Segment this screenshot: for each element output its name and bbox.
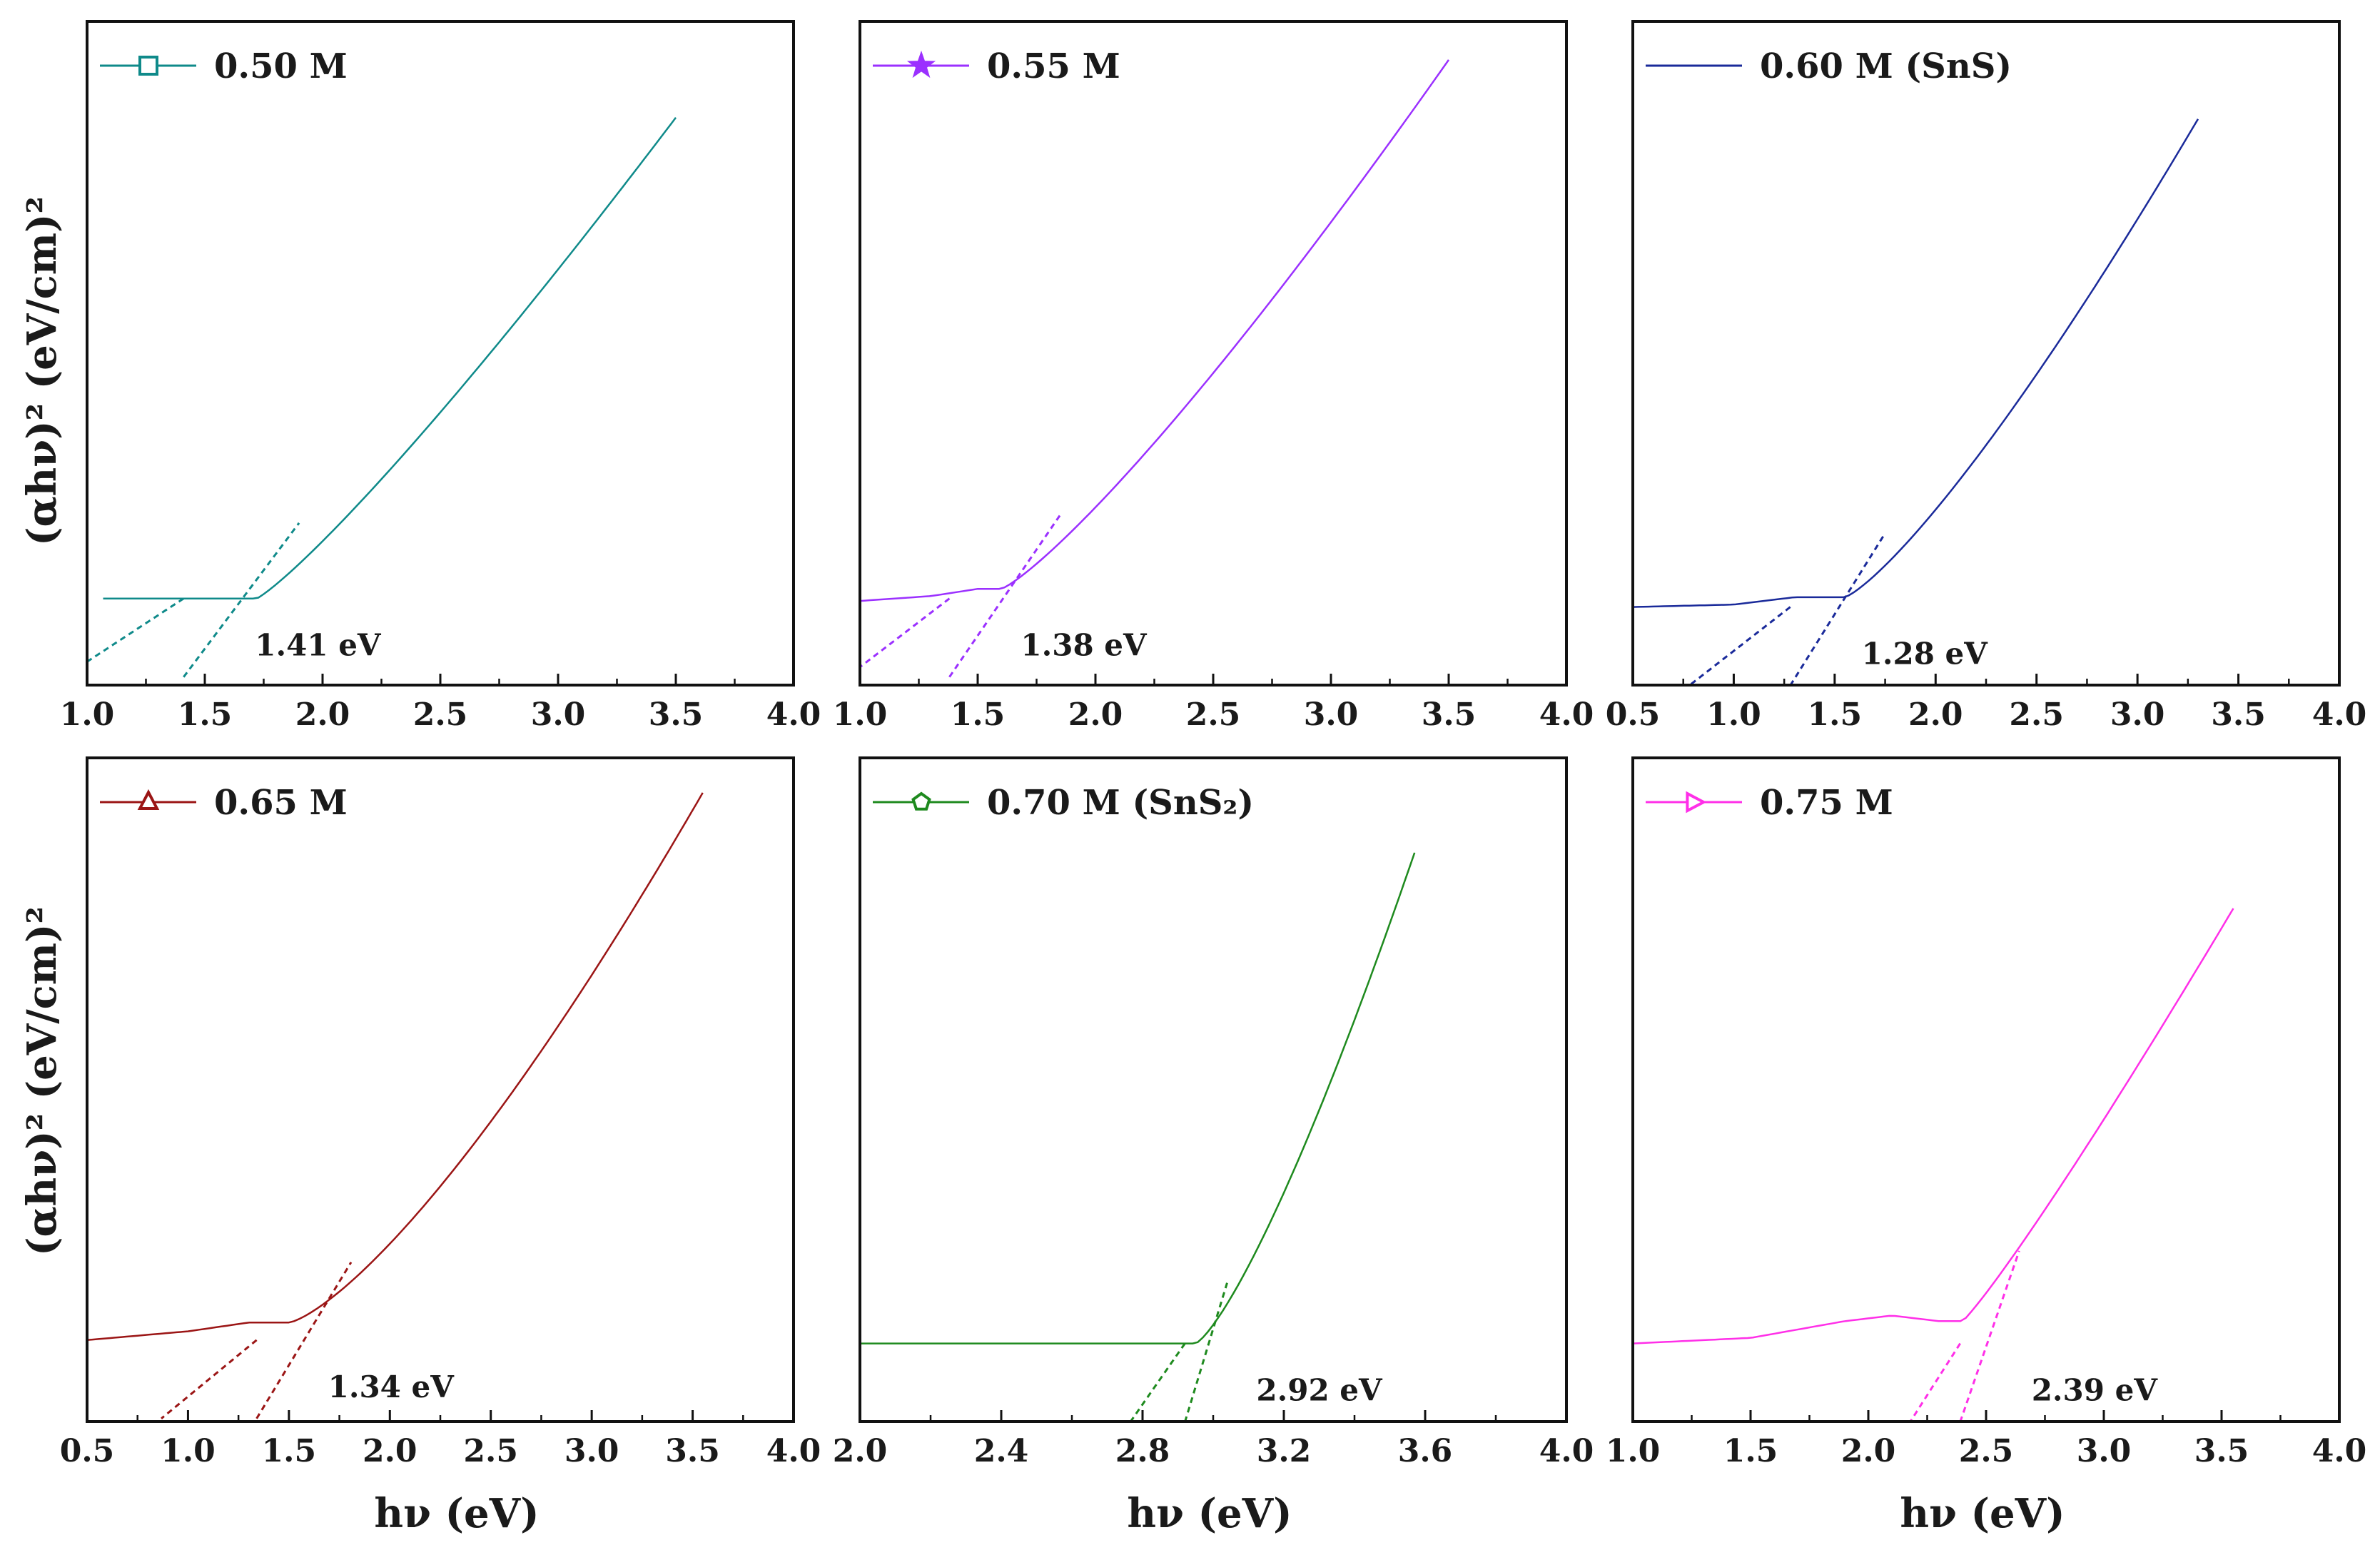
x-tick-label-1-5: 3.5 <box>649 697 704 733</box>
x-tick-label-3-4: 2.5 <box>2009 697 2064 733</box>
x-tick-label-5-0: 2.0 <box>833 1433 888 1469</box>
x-tick-label-4-4: 2.5 <box>463 1433 518 1469</box>
x-tick-label-2-4: 3.0 <box>1304 697 1359 733</box>
xlabel-panel-6: hν (eV) <box>1900 1490 2065 1537</box>
x-tick-label-3-2: 1.5 <box>1808 697 1863 733</box>
chart-panel-5: 2.0 2.4 2.8 3.2 3.6 4.0 0.70 M (SnS₂) 2.92 eV <box>833 756 1594 1469</box>
series-line-3 <box>1633 118 2199 608</box>
legend-marker-6 <box>1686 791 1707 814</box>
x-tick-label-1-1: 1.5 <box>178 697 233 733</box>
x-tick-label-3-6: 3.5 <box>2211 697 2266 733</box>
extrapolation-tail-1 <box>87 597 185 664</box>
chart-panel-2: 1.0 1.5 2.0 2.5 3.0 3.5 4.0 0.55 M 1.38 eV <box>833 20 1594 733</box>
ylabel-top-row: (αhν)² (eV/cm)² <box>19 196 66 546</box>
xlabel-panel-4: hν (eV) <box>374 1490 539 1537</box>
x-tick-label-1-3: 2.5 <box>413 697 468 733</box>
chart-panel-1: 1.0 1.5 2.0 2.5 3.0 3.5 4.0 0.50 M 1.41 eV <box>60 20 821 733</box>
x-tick-label-4-2: 1.5 <box>262 1433 317 1469</box>
bandgap-label-1: 1.41 eV <box>255 628 382 663</box>
xlabel-panel-5: hν (eV) <box>1127 1490 1292 1537</box>
x-tick-label-1-4: 3.0 <box>531 697 586 733</box>
legend-marker-1 <box>138 56 158 76</box>
series-line-4 <box>87 792 704 1342</box>
legend-label-2: 0.55 M <box>987 46 1120 86</box>
series-line-6 <box>1633 908 2234 1344</box>
x-tick-label-3-5: 3.0 <box>2110 697 2165 733</box>
extrapolation-line-2 <box>948 511 1063 678</box>
bandgap-label-5: 2.92 eV <box>1256 1373 1383 1408</box>
bandgap-label-3: 1.28 eV <box>1862 637 1989 672</box>
legend-label-5: 0.70 M (SnS₂) <box>987 783 1254 823</box>
x-tick-label-5-2: 2.8 <box>1115 1433 1170 1469</box>
legend-marker-2 <box>906 50 936 78</box>
x-tick-label-1-6: 4.0 <box>766 697 821 733</box>
legend-label-4: 0.65 M <box>214 783 348 823</box>
x-tick-label-5-1: 2.4 <box>974 1433 1029 1469</box>
x-tick-label-5-5: 4.0 <box>1539 1433 1594 1469</box>
legend-label-1: 0.50 M <box>214 46 348 86</box>
legend-marker-5 <box>911 791 931 811</box>
x-tick-label-6-0: 1.0 <box>1606 1433 1661 1469</box>
extrapolation-tail-3 <box>1688 606 1791 685</box>
series-line-2 <box>860 59 1450 602</box>
series-line-5 <box>860 852 1416 1344</box>
x-tick-label-6-6: 4.0 <box>2312 1433 2367 1469</box>
bandgap-label-4: 1.34 eV <box>328 1369 455 1404</box>
x-tick-label-3-0: 0.5 <box>1606 697 1661 733</box>
x-tick-label-4-0: 0.5 <box>60 1433 115 1469</box>
x-tick-label-2-2: 2.0 <box>1068 697 1123 733</box>
x-tick-label-2-5: 3.5 <box>1422 697 1477 733</box>
x-tick-label-5-3: 3.2 <box>1257 1433 1312 1469</box>
extrapolation-tail-6 <box>1909 1342 1961 1422</box>
chart-panel-6: 1.0 1.5 2.0 2.5 3.0 3.5 4.0 0.75 M 2.39 eV <box>1606 756 2367 1469</box>
extrapolation-tail-4 <box>161 1339 258 1419</box>
ylabel-bottom-row: (αhν)² (eV/cm)² <box>19 906 66 1256</box>
legend-label-6: 0.75 M <box>1760 783 1893 823</box>
extrapolation-tail-2 <box>860 597 951 669</box>
bandgap-label-6: 2.39 eV <box>2032 1373 2159 1408</box>
extrapolation-line-1 <box>183 522 300 678</box>
x-tick-label-5-4: 3.6 <box>1398 1433 1453 1469</box>
x-tick-label-2-6: 4.0 <box>1539 697 1594 733</box>
bandgap-label-2: 1.38 eV <box>1021 628 1148 663</box>
series-line-1 <box>103 117 677 599</box>
extrapolation-line-5 <box>1184 1282 1228 1422</box>
x-tick-label-4-7: 4.0 <box>766 1433 821 1469</box>
x-tick-label-2-1: 1.5 <box>951 697 1006 733</box>
x-tick-label-6-4: 3.0 <box>2077 1433 2132 1469</box>
x-tick-label-6-2: 2.0 <box>1841 1433 1896 1469</box>
x-tick-label-3-1: 1.0 <box>1706 697 1761 733</box>
x-tick-label-4-1: 1.0 <box>161 1433 216 1469</box>
x-tick-label-1-2: 2.0 <box>295 697 350 733</box>
x-tick-label-3-3: 2.0 <box>1908 697 1963 733</box>
x-tick-label-2-3: 2.5 <box>1186 697 1241 733</box>
extrapolation-line-6 <box>1959 1250 2020 1422</box>
x-tick-label-2-0: 1.0 <box>833 697 888 733</box>
x-tick-label-1-0: 1.0 <box>60 697 115 733</box>
x-tick-label-4-6: 3.5 <box>665 1433 720 1469</box>
extrapolation-line-4 <box>255 1262 353 1419</box>
chart-panel-4: 0.5 1.0 1.5 2.0 2.5 3.0 3.5 4.0 0.65 M 1.34 eV <box>60 756 821 1469</box>
x-tick-label-6-1: 1.5 <box>1723 1433 1778 1469</box>
x-tick-label-3-7: 4.0 <box>2312 697 2367 733</box>
x-tick-label-6-3: 2.5 <box>1959 1433 2014 1469</box>
panels-group: 1.0 1.5 2.0 2.5 3.0 3.5 4.0 0.50 M 1.41 eV 1.0 1.5… <box>60 20 2367 1469</box>
x-tick-label-4-5: 3.0 <box>564 1433 619 1469</box>
x-tick-label-6-5: 3.5 <box>2194 1433 2249 1469</box>
chart-panel-3: 0.5 1.0 1.5 2.0 2.5 3.0 3.5 4.0 0.60 M (SnS) 1.28… <box>1606 20 2367 733</box>
x-tick-label-4-3: 2.0 <box>363 1433 417 1469</box>
legend-label-3: 0.60 M (SnS) <box>1760 46 2012 86</box>
legend-marker-4 <box>137 789 160 810</box>
